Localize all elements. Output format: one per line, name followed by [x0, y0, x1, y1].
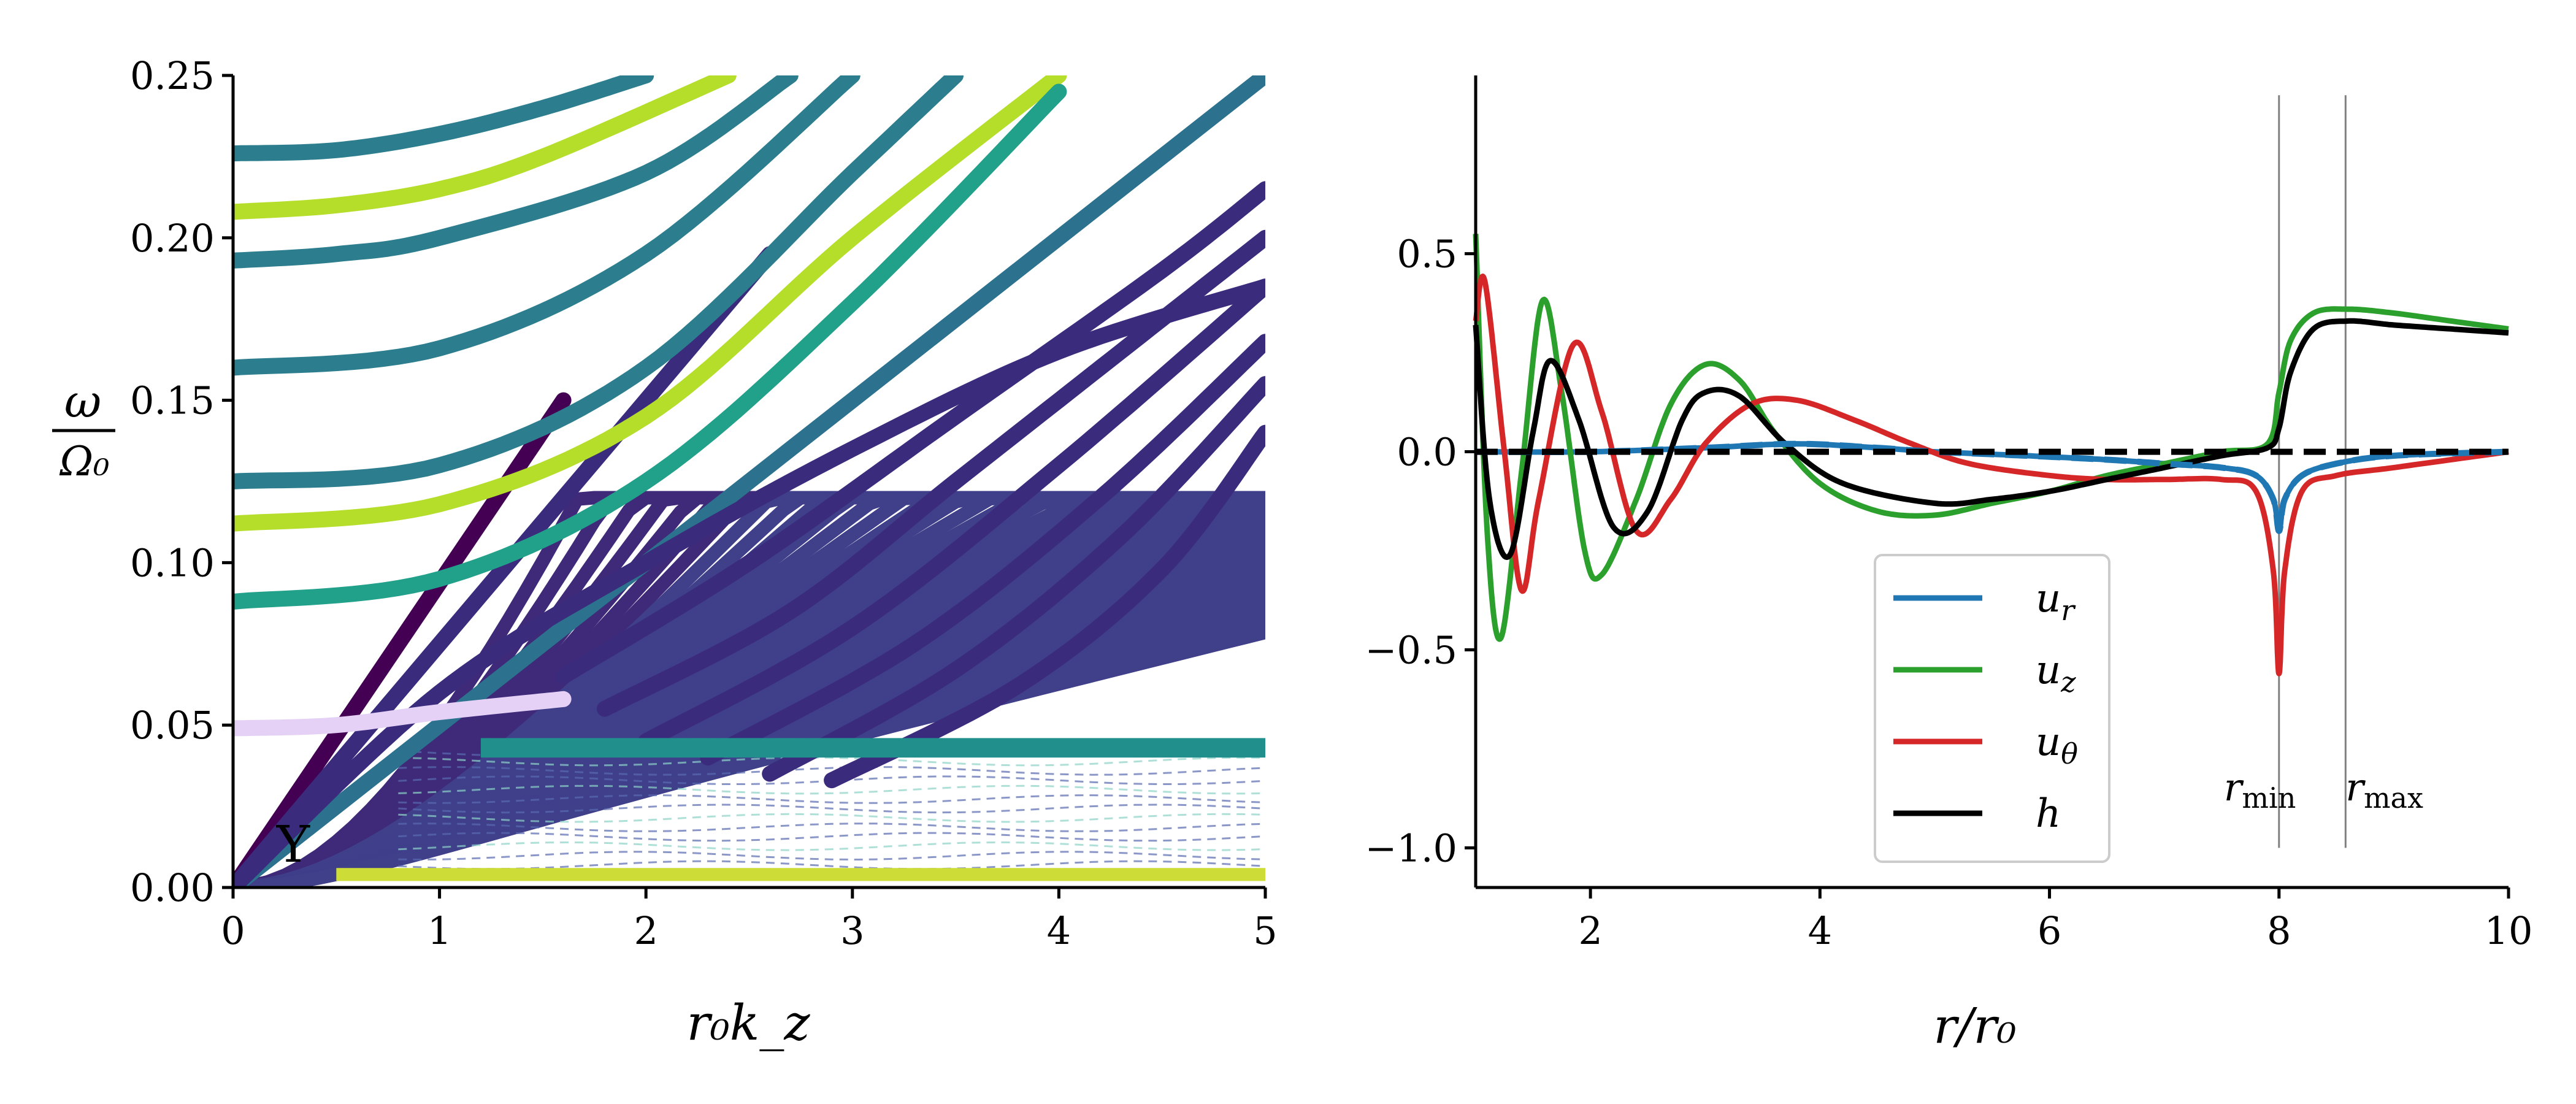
fan-streak: [398, 832, 1265, 842]
left-axes: [231, 75, 1265, 889]
mode-curve: [700, 334, 1265, 766]
left-y-tick-label: 0.10: [130, 540, 215, 585]
fan-streak: [398, 851, 1265, 861]
right-y-tick-label: 0.0: [1397, 430, 1457, 475]
right-axes: [1474, 75, 2509, 889]
legend-label: h: [2036, 791, 2061, 837]
vline-labels: rmin rmax: [2224, 765, 2423, 815]
right-ticks: 2 4 6 8 10 −1.0 −0.5 0.0 0.5: [1365, 232, 2532, 953]
left-y-axis-label: ω Ω₀: [52, 375, 115, 485]
left-y-axis-label-denominator: Ω₀: [59, 438, 109, 485]
fan-streak: [398, 765, 1265, 776]
left-x-tick-label: 5: [1253, 908, 1277, 953]
legend-label: uz: [2036, 648, 2076, 699]
right-y-tick-label: 0.5: [1397, 232, 1457, 277]
mode-curve: [233, 691, 572, 737]
legend-label: uθ: [2036, 719, 2078, 770]
left-panel: 0 1 2 3 4 5 0.00 0.05 0.10 0.15 0.20 0.25 r₀k_z ω Ω…: [52, 53, 1278, 1051]
fan-streak: [398, 841, 1265, 851]
right-panel: 2 4 6 8 10−1.0−0.50.00.5 r/r₀ rmin rmax uruzu…: [1365, 75, 2532, 1054]
left-y-axis-label-numerator: ω: [64, 375, 101, 428]
right-y-tick-label: −0.5: [1365, 627, 1457, 672]
left-y-tick-label: 0.15: [130, 378, 215, 423]
left-x-tick-label: 4: [1047, 908, 1071, 953]
left-x-tick-label: 1: [427, 908, 451, 953]
mode-band: [336, 868, 1265, 881]
fan-streak: [398, 756, 1265, 767]
fan-streak: [398, 860, 1265, 870]
series-dashed-ur-line: [1476, 440, 2509, 534]
legend-label: ur: [2036, 576, 2076, 627]
mode-curve: [233, 75, 1265, 887]
fan-streak: [398, 803, 1265, 814]
right-x-tick-label: 10: [2485, 908, 2533, 953]
left-x-axis-label: r₀k_z: [687, 994, 811, 1051]
left-marks: [233, 75, 1265, 887]
mode-band: [480, 738, 1265, 758]
fan-streak: [398, 784, 1265, 795]
legend-box: [1874, 554, 2110, 863]
left-x-tick-label: 0: [221, 908, 245, 953]
left-x-tick-label: 2: [634, 908, 657, 953]
mode-curve: [596, 229, 1265, 717]
left-y-tick-label: 0.25: [130, 53, 215, 98]
left-x-tick-label: 3: [840, 908, 864, 953]
mode-curve: [233, 75, 861, 376]
right-x-axis-label: r/r₀: [1933, 997, 2017, 1054]
legend: ur uz uθ h: [1874, 554, 2110, 863]
mode-curve: [638, 278, 1265, 749]
mode-curve: [233, 75, 964, 489]
mode-curve: [233, 83, 1067, 610]
left-ticks: 0 1 2 3 4 5 0.00 0.05 0.10 0.15 0.20 0.25: [130, 53, 1278, 953]
mode-curve: [233, 246, 778, 887]
right-x-tick-label: 6: [2037, 908, 2061, 953]
mode-curve: [233, 75, 799, 269]
fan-streak: [398, 822, 1265, 832]
mode-curve: [233, 75, 654, 162]
fan-streak: [398, 813, 1265, 823]
mode-curve: [233, 75, 1067, 532]
vline-label: rmin: [2224, 765, 2296, 815]
mode-curve: [233, 75, 737, 220]
y-marker-annotation: Y: [276, 816, 310, 874]
mode-curve: [762, 376, 1265, 782]
right-y-tick-label: −1.0: [1365, 826, 1457, 870]
mode-curve: [555, 181, 1265, 684]
y-marker-icon: Y: [276, 816, 310, 874]
right-x-tick-label: 2: [1578, 908, 1602, 953]
right-x-tick-label: 4: [1808, 908, 1832, 953]
vline-label: rmax: [2345, 765, 2423, 815]
series-u_z-line: [1473, 234, 2510, 642]
fan-mode-curve: [233, 626, 1265, 887]
fan-streak: [398, 794, 1265, 804]
left-y-tick-label: 0.00: [130, 865, 215, 910]
right-marks: [1473, 234, 2510, 677]
left-y-tick-label: 0.20: [130, 216, 215, 261]
right-x-tick-label: 8: [2267, 908, 2291, 953]
series-h-line: [1473, 318, 2510, 560]
left-y-tick-label: 0.05: [130, 703, 215, 748]
series-u_theta-line: [1473, 274, 2509, 677]
